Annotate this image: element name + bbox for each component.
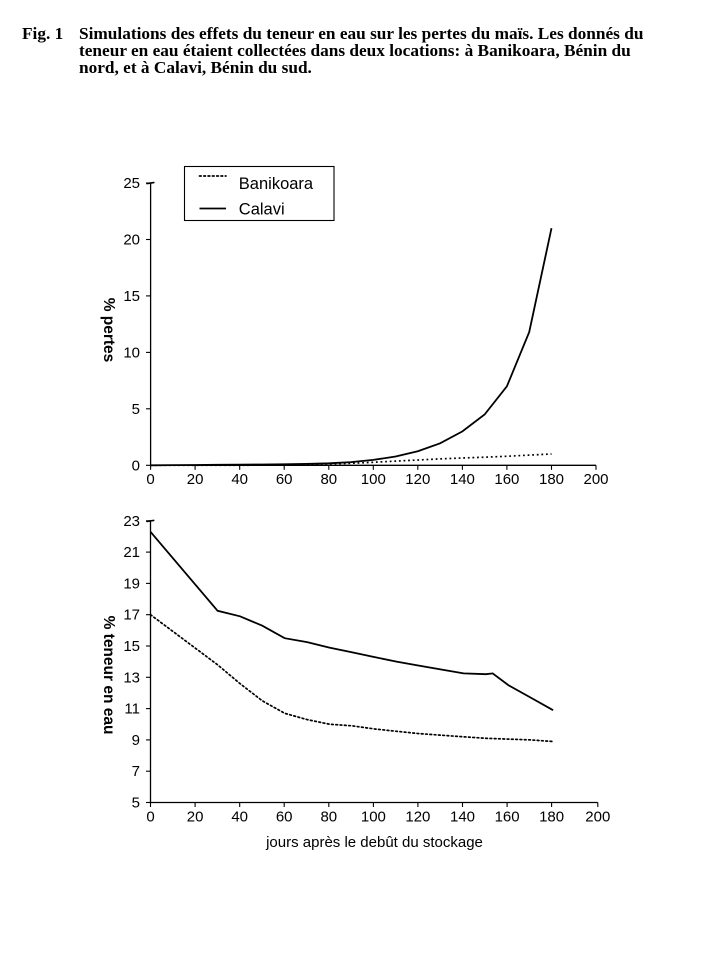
- svg-text:40: 40: [231, 809, 248, 826]
- svg-text:21: 21: [123, 544, 140, 561]
- svg-text:60: 60: [276, 809, 293, 826]
- svg-text:80: 80: [320, 809, 337, 826]
- svg-text:13: 13: [123, 669, 140, 686]
- svg-text:20: 20: [187, 809, 204, 826]
- svg-text:jours après le debût du stocka: jours après le debût du stockage: [265, 834, 483, 851]
- svg-text:200: 200: [585, 809, 610, 826]
- svg-text:% teneur en eau: % teneur en eau: [100, 616, 117, 735]
- svg-text:19: 19: [123, 575, 140, 592]
- svg-text:100: 100: [361, 809, 386, 826]
- svg-text:5: 5: [132, 795, 140, 812]
- svg-text:17: 17: [123, 607, 140, 624]
- svg-text:15: 15: [123, 638, 140, 655]
- svg-text:23: 23: [123, 513, 140, 530]
- svg-text:140: 140: [450, 809, 475, 826]
- svg-text:7: 7: [132, 763, 140, 780]
- svg-text:180: 180: [539, 809, 564, 826]
- svg-text:120: 120: [405, 809, 430, 826]
- svg-text:11: 11: [124, 701, 140, 718]
- svg-text:9: 9: [132, 732, 140, 749]
- svg-text:0: 0: [146, 809, 154, 826]
- svg-text:160: 160: [495, 809, 520, 826]
